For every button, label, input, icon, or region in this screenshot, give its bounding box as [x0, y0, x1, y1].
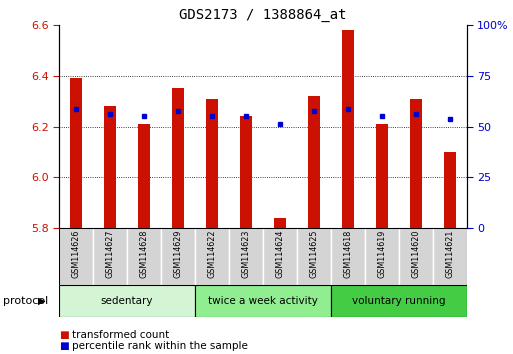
- Bar: [138, 124, 150, 228]
- Text: ▶: ▶: [38, 296, 46, 306]
- Bar: [342, 30, 354, 228]
- Bar: [104, 106, 116, 228]
- Text: percentile rank within the sample: percentile rank within the sample: [72, 341, 248, 351]
- Text: GSM114619: GSM114619: [378, 230, 386, 278]
- Bar: [195, 228, 229, 285]
- Text: twice a week activity: twice a week activity: [208, 296, 318, 306]
- Bar: [93, 228, 127, 285]
- Text: GSM114624: GSM114624: [275, 230, 284, 278]
- Bar: [444, 152, 456, 228]
- Text: GSM114618: GSM114618: [343, 230, 352, 278]
- Text: GSM114621: GSM114621: [445, 230, 455, 278]
- Bar: [308, 96, 320, 228]
- Text: ■: ■: [59, 341, 69, 351]
- Text: sedentary: sedentary: [101, 296, 153, 306]
- Bar: [297, 228, 331, 285]
- Text: GSM114625: GSM114625: [309, 229, 319, 278]
- Bar: [206, 98, 218, 228]
- Text: GSM114627: GSM114627: [106, 229, 114, 278]
- Bar: [172, 88, 184, 228]
- Text: GSM114623: GSM114623: [242, 230, 250, 278]
- Bar: [195, 285, 331, 317]
- Bar: [365, 228, 399, 285]
- Bar: [127, 228, 161, 285]
- Bar: [399, 228, 433, 285]
- Text: ■: ■: [59, 330, 69, 339]
- Bar: [433, 228, 467, 285]
- Text: GSM114620: GSM114620: [411, 230, 420, 278]
- Bar: [161, 228, 195, 285]
- Text: protocol: protocol: [3, 296, 48, 306]
- Bar: [59, 228, 93, 285]
- Bar: [410, 98, 422, 228]
- Title: GDS2173 / 1388864_at: GDS2173 / 1388864_at: [179, 8, 347, 22]
- Bar: [240, 116, 252, 228]
- Text: GSM114622: GSM114622: [207, 229, 216, 278]
- Text: GSM114629: GSM114629: [173, 229, 183, 278]
- Text: GSM114628: GSM114628: [140, 230, 148, 278]
- Bar: [263, 228, 297, 285]
- Bar: [229, 228, 263, 285]
- Text: GSM114626: GSM114626: [71, 230, 81, 278]
- Bar: [331, 228, 365, 285]
- Bar: [376, 124, 388, 228]
- Bar: [331, 285, 467, 317]
- Text: transformed count: transformed count: [72, 330, 169, 339]
- Bar: [59, 285, 195, 317]
- Bar: [274, 218, 286, 228]
- Text: voluntary running: voluntary running: [352, 296, 446, 306]
- Bar: [70, 78, 82, 228]
